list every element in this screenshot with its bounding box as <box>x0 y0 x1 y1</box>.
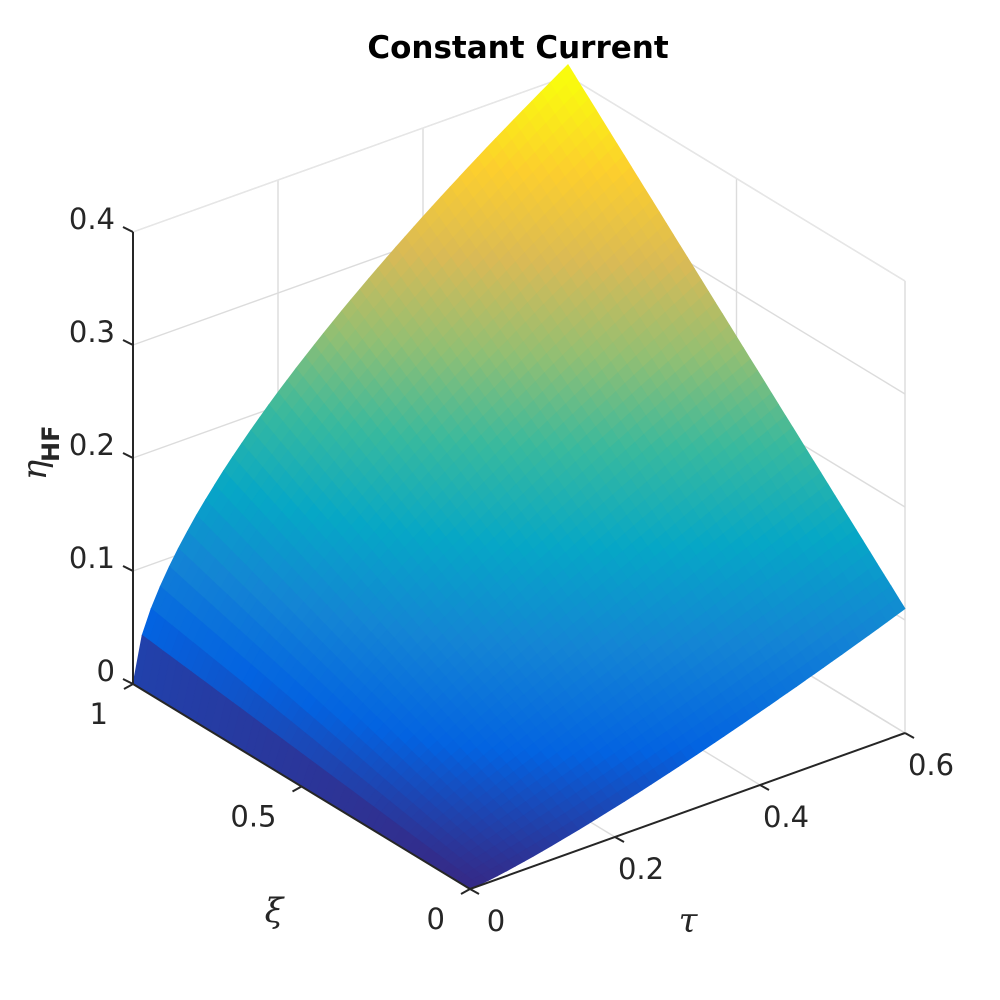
eta-tick-label: 0.3 <box>69 315 115 349</box>
xi-tick-mark <box>292 785 302 793</box>
tau-axis-line <box>469 732 906 890</box>
xi-tick-mark <box>123 683 134 690</box>
eta-tick-mark <box>122 565 134 572</box>
tau-tick-label: 0.4 <box>763 800 809 834</box>
eta-tick-label: 0.2 <box>69 428 115 462</box>
x-axis-label: τ <box>679 901 699 941</box>
eta-tick-mark <box>122 678 134 685</box>
chart-title: Constant Current <box>367 30 668 66</box>
box-edge <box>567 75 906 282</box>
box-edge <box>132 75 569 233</box>
xi-tick-label: 0.5 <box>230 800 276 834</box>
eta-tick-mark <box>122 452 134 459</box>
eta-tick-mark <box>122 339 134 346</box>
tau-tick-label: 0.6 <box>908 748 954 782</box>
eta-tick-mark <box>122 226 134 233</box>
z-axis-label-group: η HF <box>15 426 65 481</box>
tau-tick-mark <box>759 784 770 791</box>
surface <box>132 64 906 890</box>
y-axis-label: ξ <box>265 891 286 931</box>
xi-tick-mark <box>460 888 471 895</box>
tick-labels: 0 0.2 0.4 0.6 0 0.5 1 0 0.1 0.2 0.3 0.4 <box>69 202 954 938</box>
z-axis-label-subscript: HF <box>37 426 65 462</box>
tau-tick-mark <box>469 888 480 895</box>
tau-tick-mark <box>614 836 625 843</box>
xi-tick-label: 1 <box>90 697 108 731</box>
xi-tick-label: 0 <box>427 902 445 936</box>
eta-tick-label: 0.4 <box>69 202 115 236</box>
tau-tick-label: 0 <box>487 904 505 938</box>
tau-tick-label: 0.2 <box>618 852 664 886</box>
eta-tick-label: 0.1 <box>69 541 115 575</box>
tau-tick-mark <box>904 732 915 739</box>
z-axis-label: η <box>15 459 55 480</box>
eta-tick-label: 0 <box>97 654 115 688</box>
axes <box>122 226 915 895</box>
